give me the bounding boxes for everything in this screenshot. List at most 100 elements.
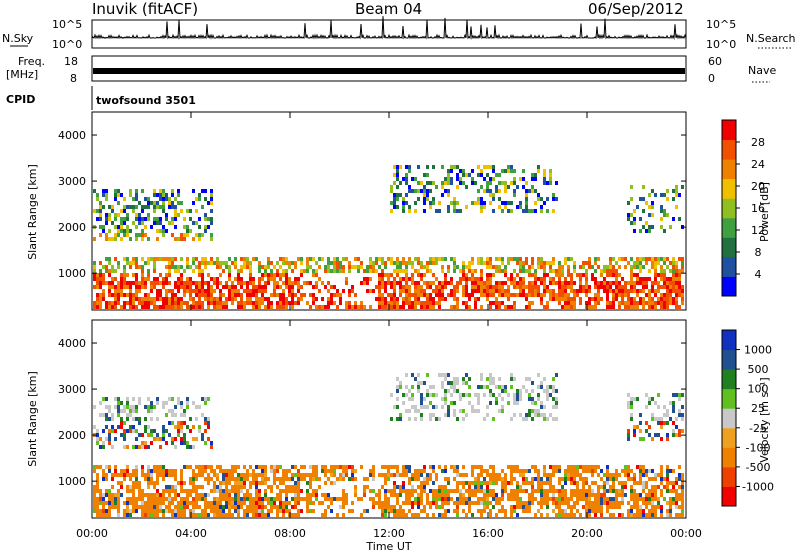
power-cell <box>453 305 456 309</box>
power-cell <box>291 293 294 297</box>
power-cell <box>423 293 426 297</box>
power-cell <box>360 305 363 309</box>
velocity-cell <box>495 501 498 505</box>
velocity-cell <box>126 485 129 489</box>
velocity-cell <box>453 465 456 469</box>
power-cell <box>330 301 333 305</box>
velocity-cell <box>108 409 111 413</box>
power-cell <box>195 293 198 297</box>
power-cell <box>465 277 468 281</box>
power-cell <box>519 177 522 181</box>
power-cell <box>561 289 564 293</box>
power-cell <box>546 289 549 293</box>
velocity-cell <box>414 473 417 477</box>
velocity-cell <box>531 501 534 505</box>
velocity-cell <box>660 421 663 425</box>
power-cell <box>180 201 183 205</box>
power-cell <box>609 281 612 285</box>
velocity-cell <box>417 409 420 413</box>
velocity-cell <box>681 497 684 501</box>
power-cell <box>138 285 141 289</box>
velocity-cell <box>495 513 498 517</box>
power-cell <box>321 297 324 301</box>
power-cell <box>501 261 504 265</box>
power-cell <box>285 269 288 273</box>
power-cell <box>507 297 510 301</box>
power-cell <box>531 281 534 285</box>
velocity-cell <box>576 489 579 493</box>
velocity-cell <box>351 501 354 505</box>
power-cell <box>513 181 516 185</box>
power-cell <box>642 281 645 285</box>
velocity-cell <box>663 485 666 489</box>
velocity-cell <box>360 465 363 469</box>
velocity-cell <box>651 485 654 489</box>
velocity-cell <box>249 465 252 469</box>
power-cell <box>129 205 132 209</box>
power-cell <box>309 265 312 269</box>
velocity-cell <box>480 469 483 473</box>
velocity-cell <box>222 493 225 497</box>
velocity-cell <box>111 445 114 449</box>
velocity-cell <box>345 493 348 497</box>
power-cell <box>573 261 576 265</box>
power-cell <box>138 213 141 217</box>
power-cell <box>249 265 252 269</box>
velocity-cell <box>108 489 111 493</box>
velocity-cell <box>219 481 222 485</box>
velocity-cell <box>501 497 504 501</box>
velocity-cell <box>504 473 507 477</box>
velocity-cell <box>678 413 681 417</box>
power-cell <box>147 305 150 309</box>
velocity-cell <box>591 489 594 493</box>
power-cell <box>672 265 675 269</box>
power-cell <box>204 289 207 293</box>
power-cell <box>411 277 414 281</box>
power-cell <box>279 257 282 261</box>
power-cell <box>267 261 270 265</box>
power-cell <box>108 217 111 221</box>
power-cell <box>459 277 462 281</box>
velocity-cell <box>120 469 123 473</box>
velocity-cell <box>249 493 252 497</box>
power-cell <box>198 297 201 301</box>
power-cell <box>294 293 297 297</box>
velocity-cell <box>633 425 636 429</box>
velocity-cell <box>480 377 483 381</box>
velocity-cell <box>105 437 108 441</box>
velocity-cell <box>276 509 279 513</box>
power-cell <box>168 261 171 265</box>
power-cell <box>231 289 234 293</box>
power-cell <box>294 261 297 265</box>
power-cell <box>645 277 648 281</box>
velocity-cell <box>306 481 309 485</box>
velocity-cell <box>600 485 603 489</box>
power-cell <box>273 281 276 285</box>
power-cell <box>159 293 162 297</box>
velocity-cell <box>588 493 591 497</box>
power-cell <box>288 265 291 269</box>
power-cell <box>594 285 597 289</box>
power-cell <box>552 293 555 297</box>
power-cell <box>426 281 429 285</box>
velocity-cell <box>309 485 312 489</box>
station-title: Inuvik (fitACF) <box>92 0 198 18</box>
power-cell <box>168 269 171 273</box>
power-cell <box>168 201 171 205</box>
power-cell <box>441 281 444 285</box>
velocity-cell <box>414 405 417 409</box>
velocity-cell <box>675 493 678 497</box>
power-cell <box>531 177 534 181</box>
power-cell <box>666 289 669 293</box>
velocity-cell <box>456 469 459 473</box>
velocity-cell <box>96 505 99 509</box>
velocity-cell <box>411 513 414 517</box>
velocity-cell <box>93 405 96 409</box>
velocity-cell <box>480 485 483 489</box>
power-cell <box>168 289 171 293</box>
power-cell <box>159 289 162 293</box>
power-cell <box>195 197 198 201</box>
power-cell <box>168 281 171 285</box>
power-cell <box>135 273 138 277</box>
velocity-cell <box>186 493 189 497</box>
